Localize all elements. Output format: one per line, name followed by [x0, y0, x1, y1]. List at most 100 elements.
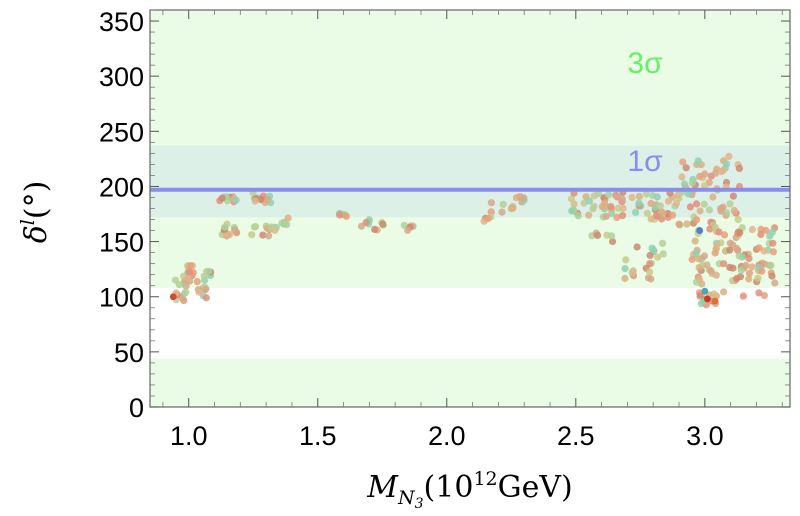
data-point	[679, 158, 687, 166]
data-point	[729, 241, 737, 249]
data-point	[735, 252, 743, 260]
data-point	[696, 275, 704, 284]
data-point	[707, 267, 715, 275]
data-point	[568, 207, 576, 215]
data-point	[607, 203, 615, 211]
data-point	[739, 292, 748, 300]
data-point	[621, 265, 629, 273]
data-point	[771, 279, 779, 287]
data-point	[259, 231, 267, 239]
data-point	[644, 274, 653, 282]
data-point	[769, 239, 777, 247]
data-point	[691, 237, 699, 245]
data-point	[700, 200, 708, 208]
data-point	[726, 246, 734, 254]
data-point-accent	[169, 293, 177, 301]
data-point	[656, 202, 665, 210]
data-point	[701, 182, 709, 190]
data-point	[669, 211, 677, 219]
data-point	[498, 208, 506, 216]
data-point	[336, 211, 344, 219]
data-point	[693, 200, 701, 208]
data-point	[632, 208, 640, 216]
data-point	[251, 197, 259, 205]
data-point	[742, 261, 750, 269]
data-point	[265, 232, 273, 240]
data-point	[594, 231, 602, 239]
data-point	[218, 194, 226, 202]
annotation-1sigma: 1σ	[627, 145, 663, 178]
y-tick-label: 300	[99, 62, 144, 92]
x-tick-label: 2.5	[557, 421, 595, 451]
data-point	[659, 250, 667, 258]
data-point	[729, 264, 737, 272]
x-axis-title: MN3(1012GeV)	[366, 468, 572, 512]
data-point	[284, 214, 292, 222]
data-point	[184, 274, 192, 282]
y-tick-label: 250	[99, 117, 144, 147]
data-point	[585, 197, 594, 205]
data-point	[507, 205, 516, 213]
data-point	[193, 278, 201, 286]
data-point	[614, 204, 622, 212]
data-point	[594, 190, 603, 198]
data-point	[737, 266, 745, 274]
band-3sigma-0	[150, 358, 790, 407]
data-point-accent	[701, 287, 709, 295]
data-point	[618, 195, 626, 203]
data-point	[499, 200, 507, 208]
data-point	[768, 272, 776, 280]
confidence-bands	[150, 10, 790, 407]
data-point	[696, 172, 704, 180]
data-point	[725, 152, 733, 160]
data-point	[760, 292, 769, 300]
data-point	[736, 228, 744, 237]
data-point	[487, 199, 495, 207]
data-point	[733, 275, 741, 283]
data-point	[603, 231, 611, 239]
y-tick-label: 100	[99, 283, 144, 313]
data-point	[195, 288, 203, 296]
data-point	[712, 169, 720, 177]
data-point	[404, 226, 412, 234]
scatter-points	[169, 152, 779, 309]
data-point	[601, 199, 609, 207]
data-point	[696, 207, 704, 215]
data-point	[720, 260, 728, 268]
data-point	[684, 190, 693, 198]
y-tick-label: 200	[99, 172, 144, 202]
data-point	[694, 157, 702, 165]
data-point	[379, 220, 387, 228]
data-point	[642, 190, 651, 198]
data-point	[267, 223, 275, 231]
data-point	[201, 286, 209, 294]
data-point	[717, 205, 725, 213]
data-point	[371, 225, 379, 233]
data-point	[745, 269, 754, 277]
data-point	[688, 255, 696, 263]
data-point	[362, 218, 370, 227]
data-point-accent	[696, 227, 704, 234]
data-point	[267, 199, 275, 207]
data-point	[748, 225, 757, 234]
data-point	[589, 205, 597, 213]
data-point	[278, 219, 286, 227]
data-point	[686, 203, 695, 211]
data-point	[646, 251, 654, 259]
data-point	[734, 215, 742, 224]
data-point	[695, 255, 703, 263]
data-point	[180, 297, 188, 305]
data-point	[723, 160, 731, 168]
data-point	[646, 268, 654, 276]
data-point	[745, 254, 753, 263]
data-point	[648, 244, 656, 252]
data-point	[730, 206, 738, 215]
data-point	[680, 180, 689, 188]
y-tick-label: 0	[129, 393, 144, 423]
data-point	[769, 248, 778, 256]
data-point	[643, 209, 652, 217]
data-point	[484, 214, 492, 222]
data-point	[709, 193, 717, 201]
data-point	[659, 239, 667, 247]
data-point-accent	[704, 295, 711, 303]
